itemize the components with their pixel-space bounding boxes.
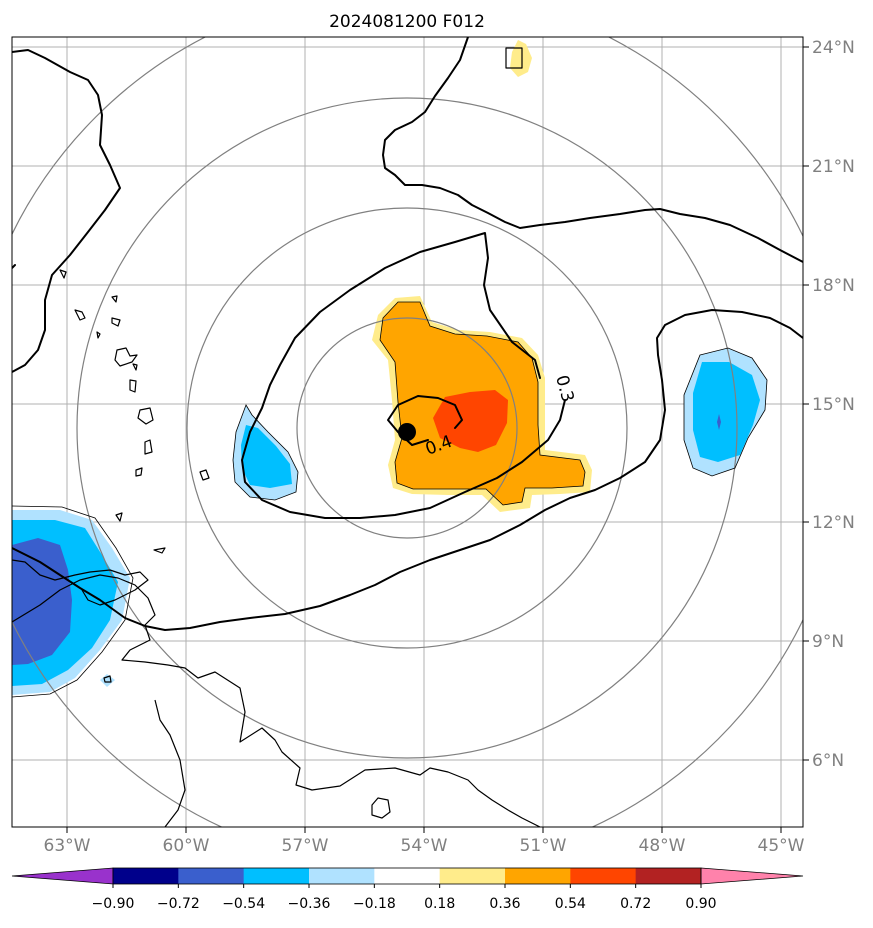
island-13 [153, 547, 166, 554]
southwest-negative-core [12, 538, 72, 665]
positive-outline [379, 301, 586, 506]
colorbar-tick-label: 0.72 [620, 896, 651, 912]
contour-north [382, 37, 803, 263]
west-negative-region [241, 425, 292, 488]
range-rings [12, 37, 803, 827]
island-3 [111, 317, 121, 327]
island-8 [137, 407, 154, 425]
west-negative-outline [232, 404, 299, 501]
north-positive-spot [510, 40, 532, 77]
colorbar-tick-label: 0.54 [555, 896, 586, 912]
island-2 [111, 295, 118, 303]
colorbar-extend-low [11, 867, 114, 885]
east-negative-region [693, 362, 760, 462]
lon-tick-label: 57°W [282, 836, 329, 856]
positive-region-red [433, 390, 508, 452]
lat-tick-label: 24°N [812, 38, 855, 58]
contour-northwest [12, 49, 121, 373]
colorbar-tick-label: 0.90 [685, 896, 716, 912]
range-ring [296, 317, 518, 539]
latitude-ticks: 24°N 21°N 18°N 15°N 12°N 9°N 6°N [803, 38, 855, 771]
island-11 [199, 469, 210, 481]
island-5 [114, 347, 138, 367]
island-4 [96, 331, 101, 339]
coast-segment [154, 699, 186, 827]
storm-center-marker [398, 423, 416, 441]
colorbar-tick-label: 0.36 [489, 896, 520, 912]
lon-tick-label: 54°W [401, 836, 448, 856]
colorbar-segment [309, 868, 375, 884]
lat-tick-label: 9°N [812, 632, 844, 652]
lat-tick-label: 15°N [812, 395, 855, 415]
lon-tick-label: 63°W [44, 836, 91, 856]
colorbar-segment [635, 868, 702, 884]
shaded-anomaly-field [12, 40, 767, 695]
island-12 [115, 512, 123, 522]
island-14 [103, 675, 112, 683]
colorbar-segment [439, 868, 506, 884]
island-1 [74, 309, 86, 321]
lat-tick-label: 6°N [812, 751, 844, 771]
east-negative-outline [683, 347, 768, 477]
contour-southwest [12, 309, 803, 631]
contour-0.3 [241, 232, 566, 519]
southwest-negative-outline [12, 505, 134, 698]
lon-tick-label: 60°W [163, 836, 210, 856]
colorbar-segment [505, 868, 571, 884]
colorbar-tick-label: −0.18 [353, 896, 396, 912]
south-america-coast [12, 574, 541, 827]
range-ring [76, 97, 738, 759]
contour-north-box [505, 47, 523, 69]
island-9 [144, 439, 153, 455]
colorbar: −0.90 −0.72 −0.54 −0.36 −0.18 0.18 0.36 0.54 0.7… [11, 867, 804, 912]
coastlines [12, 269, 541, 827]
colorbar-segment [243, 868, 310, 884]
colorbar-tick-label: −0.54 [222, 896, 265, 912]
colorbar-tick-label: −0.36 [288, 896, 331, 912]
lon-tick-label: 51°W [520, 836, 567, 856]
island-south [371, 797, 391, 819]
colorbar-outline [112, 867, 702, 885]
island-15 [59, 269, 67, 279]
colorbar-tick-label: −0.72 [157, 896, 200, 912]
east-negative-core [717, 414, 721, 430]
map-frame [11, 36, 804, 828]
colorbar-extend-high [700, 867, 804, 885]
lon-tick-label: 48°W [639, 836, 686, 856]
map-title: 2024081200 F012 [329, 12, 485, 32]
colorbar-segment [570, 868, 637, 884]
lat-tick-label: 18°N [812, 276, 855, 296]
colorbar-tick-label: −0.90 [92, 896, 135, 912]
range-ring [186, 207, 628, 649]
colorbar-segment [374, 868, 441, 884]
longitude-ticks: 63°W 60°W 57°W 54°W 51°W 48°W 45°W [44, 827, 805, 856]
shaded-outlines [12, 301, 768, 698]
island-6 [132, 363, 138, 371]
colorbar-segment [178, 868, 245, 884]
small-negative-spot [100, 674, 115, 687]
lat-tick-label: 12°N [812, 513, 855, 533]
island-10 [135, 467, 143, 477]
lat-tick-label: 21°N [812, 157, 855, 177]
colorbar-tick-label: 0.18 [424, 896, 455, 912]
colorbar-segment [113, 868, 179, 884]
lon-tick-label: 45°W [758, 836, 805, 856]
island-7 [129, 379, 137, 393]
